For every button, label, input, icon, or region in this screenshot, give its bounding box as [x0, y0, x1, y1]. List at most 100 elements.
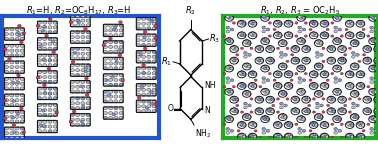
Circle shape: [276, 71, 280, 74]
Circle shape: [338, 118, 341, 121]
Circle shape: [323, 73, 326, 76]
Circle shape: [299, 65, 303, 68]
Circle shape: [53, 47, 57, 50]
Circle shape: [356, 104, 359, 107]
Circle shape: [227, 40, 231, 43]
Circle shape: [86, 80, 90, 84]
Circle shape: [104, 34, 107, 37]
Circle shape: [367, 35, 370, 37]
Circle shape: [112, 28, 116, 31]
Circle shape: [70, 24, 74, 27]
Circle shape: [76, 40, 80, 43]
Circle shape: [353, 65, 356, 68]
Circle shape: [5, 94, 9, 97]
Circle shape: [43, 92, 47, 94]
Circle shape: [227, 90, 231, 93]
Circle shape: [86, 64, 90, 67]
Circle shape: [310, 134, 314, 137]
Circle shape: [293, 98, 297, 101]
Circle shape: [37, 130, 42, 133]
Circle shape: [114, 29, 118, 32]
Circle shape: [5, 99, 9, 102]
Circle shape: [266, 67, 270, 70]
Circle shape: [118, 49, 121, 51]
Circle shape: [323, 124, 326, 126]
Circle shape: [266, 118, 270, 121]
Circle shape: [305, 60, 308, 62]
Circle shape: [322, 111, 325, 113]
Circle shape: [43, 92, 47, 95]
Circle shape: [141, 83, 146, 87]
Circle shape: [136, 105, 140, 108]
Circle shape: [232, 98, 236, 101]
Circle shape: [336, 91, 339, 93]
Circle shape: [299, 14, 303, 17]
Circle shape: [152, 88, 156, 91]
Circle shape: [279, 55, 283, 58]
Circle shape: [291, 54, 294, 56]
Circle shape: [11, 116, 15, 119]
Circle shape: [71, 60, 75, 63]
Circle shape: [298, 38, 302, 41]
Circle shape: [5, 37, 9, 41]
Circle shape: [302, 141, 305, 144]
Circle shape: [81, 85, 85, 88]
Circle shape: [339, 97, 342, 100]
Circle shape: [147, 109, 151, 113]
Circle shape: [119, 90, 123, 93]
Circle shape: [215, 73, 218, 76]
Circle shape: [287, 133, 290, 136]
Circle shape: [152, 109, 156, 113]
Circle shape: [366, 108, 369, 111]
Circle shape: [242, 84, 246, 87]
Circle shape: [245, 40, 249, 43]
Circle shape: [119, 100, 123, 103]
Circle shape: [53, 97, 57, 100]
Circle shape: [226, 26, 229, 29]
Circle shape: [266, 141, 270, 144]
Circle shape: [338, 141, 341, 144]
Circle shape: [340, 136, 343, 139]
Circle shape: [269, 60, 272, 62]
Circle shape: [43, 75, 47, 78]
Circle shape: [235, 48, 239, 51]
Circle shape: [312, 84, 316, 87]
Circle shape: [368, 59, 372, 62]
Circle shape: [232, 86, 235, 88]
Circle shape: [108, 45, 113, 49]
Circle shape: [227, 38, 231, 41]
Circle shape: [375, 46, 378, 49]
Circle shape: [319, 116, 323, 119]
Circle shape: [136, 43, 140, 47]
Circle shape: [245, 116, 248, 118]
Circle shape: [263, 118, 267, 121]
Circle shape: [364, 46, 368, 49]
Circle shape: [70, 113, 74, 117]
Circle shape: [85, 94, 89, 96]
Circle shape: [276, 73, 279, 76]
Circle shape: [323, 71, 326, 74]
Circle shape: [152, 83, 156, 87]
Circle shape: [15, 99, 19, 102]
Circle shape: [227, 118, 231, 121]
Circle shape: [323, 34, 326, 37]
Circle shape: [251, 71, 254, 74]
Circle shape: [353, 92, 356, 95]
Circle shape: [226, 89, 229, 92]
Circle shape: [340, 48, 344, 51]
Circle shape: [303, 109, 307, 112]
Circle shape: [268, 136, 271, 139]
Circle shape: [309, 79, 312, 81]
Circle shape: [230, 90, 234, 93]
Circle shape: [20, 82, 24, 85]
Circle shape: [289, 34, 293, 37]
Circle shape: [309, 28, 312, 31]
Circle shape: [217, 34, 221, 37]
Circle shape: [276, 98, 279, 100]
Circle shape: [217, 135, 221, 138]
Circle shape: [245, 93, 248, 95]
Circle shape: [376, 108, 378, 111]
Circle shape: [303, 58, 307, 61]
Circle shape: [263, 40, 267, 43]
Circle shape: [279, 41, 283, 43]
